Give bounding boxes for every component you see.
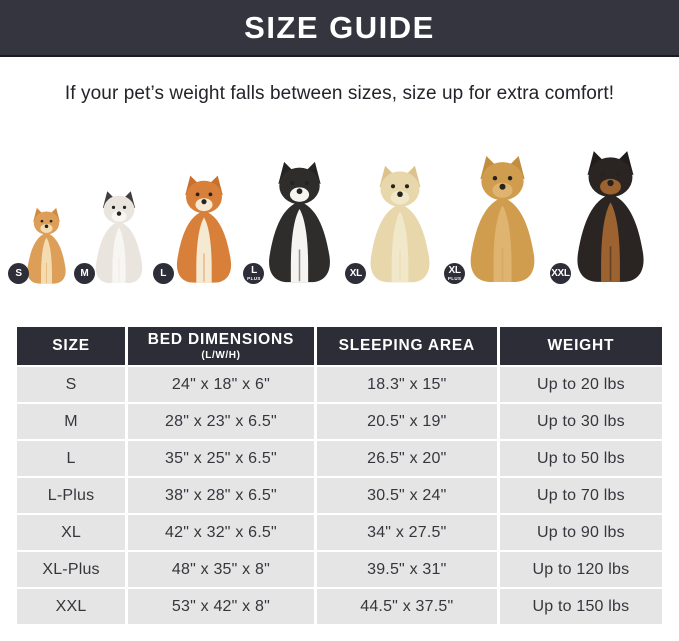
cell-weight: Up to 50 lbs — [499, 441, 662, 476]
shiba-inu-dog-image — [161, 173, 247, 286]
cell-weight: Up to 20 lbs — [499, 367, 662, 402]
cell-sleeping-area: 34" x 27.5" — [316, 515, 497, 550]
cell-weight: Up to 120 lbs — [499, 552, 662, 587]
column-label: WEIGHT — [547, 337, 615, 355]
cell-sleeping-area: 26.5" x 20" — [316, 441, 497, 476]
badge-label: XL — [349, 267, 362, 279]
cell-size: M — [17, 404, 126, 439]
cell-size: XL — [17, 515, 126, 550]
golden-retriever-dog-image — [452, 153, 553, 286]
badge-sublabel: PLUS — [447, 275, 462, 281]
title-bar: SIZE GUIDE — [0, 0, 679, 57]
cell-bed-dimensions: 42" x 32" x 6.5" — [128, 515, 314, 550]
table-row-xl-plus: XL-Plus 48" x 35" x 8" 39.5" x 31" Up to… — [17, 552, 662, 587]
cell-size: L — [17, 441, 126, 476]
table-row-xxl: XXL 53" x 42" x 8" 44.5" x 37.5" Up to 1… — [17, 589, 662, 624]
table-header-row: SIZE BED DIMENSIONS (L/W/H) SLEEPING ARE… — [17, 327, 662, 365]
cell-bed-dimensions: 35" x 25" x 6.5" — [128, 441, 314, 476]
size-badge-m: M — [73, 263, 95, 284]
cell-size: XXL — [17, 589, 126, 624]
labrador-dog-image — [353, 163, 447, 286]
badge-label: XL — [448, 264, 461, 276]
cell-bed-dimensions: 28" x 23" x 6.5" — [128, 404, 314, 439]
size-table: SIZE BED DIMENSIONS (L/W/H) SLEEPING ARE… — [14, 325, 665, 626]
dog-slot-l: L — [152, 173, 247, 286]
cell-sleeping-area: 44.5" x 37.5" — [316, 589, 497, 624]
column-header-size: SIZE — [17, 327, 126, 365]
size-table-section: SIZE BED DIMENSIONS (L/W/H) SLEEPING ARE… — [0, 298, 679, 626]
badge-label: S — [15, 267, 22, 279]
size-badge-xxl: XXL — [549, 263, 571, 284]
cell-bed-dimensions: 24" x 18" x 6" — [128, 367, 314, 402]
table-row-m: M 28" x 23" x 6.5" 20.5" x 19" Up to 30 … — [17, 404, 662, 439]
size-badge-l: L — [152, 263, 174, 284]
dog-slot-m: M — [73, 189, 156, 286]
cell-sleeping-area: 30.5" x 24" — [316, 478, 497, 513]
cell-sleeping-area: 39.5" x 31" — [316, 552, 497, 587]
badge-label: XXL — [551, 267, 570, 279]
badge-label: L — [160, 267, 167, 279]
cell-size: S — [17, 367, 126, 402]
cell-sleeping-area: 18.3" x 15" — [316, 367, 497, 402]
dog-slot-xl: XL — [345, 163, 447, 286]
column-label: SIZE — [52, 337, 90, 355]
badge-label: M — [80, 267, 89, 279]
column-label: SLEEPING AREA — [338, 337, 476, 355]
size-badge-xl: XL — [345, 263, 367, 284]
cell-weight: Up to 70 lbs — [499, 478, 662, 513]
dog-slot-s: S — [8, 206, 77, 286]
table-row-s: S 24" x 18" x 6" 18.3" x 15" Up to 20 lb… — [17, 367, 662, 402]
table-row-l: L 35" x 25" x 6.5" 26.5" x 20" Up to 50 … — [17, 441, 662, 476]
cell-weight: Up to 30 lbs — [499, 404, 662, 439]
cell-bed-dimensions: 38" x 28" x 6.5" — [128, 478, 314, 513]
cell-weight: Up to 150 lbs — [499, 589, 662, 624]
cell-bed-dimensions: 53" x 42" x 8" — [128, 589, 314, 624]
dog-slot-l-plus: L PLUS — [243, 159, 348, 286]
dog-size-lineup: S M L L PLUS XL XL P — [0, 131, 679, 298]
subtitle-section: If your pet’s weight falls between sizes… — [0, 57, 679, 131]
column-header-bed-dimensions: BED DIMENSIONS (L/W/H) — [128, 327, 314, 365]
size-badge-l-plus: L PLUS — [243, 263, 265, 284]
table-row-l-plus: L-Plus 38" x 28" x 6.5" 30.5" x 24" Up t… — [17, 478, 662, 513]
badge-label: L — [251, 264, 257, 276]
column-header-sleeping-area: SLEEPING AREA — [316, 327, 497, 365]
size-badge-xl-plus: XL PLUS — [444, 263, 466, 284]
doberman-dog-image — [558, 148, 663, 286]
cell-sleeping-area: 20.5" x 19" — [316, 404, 497, 439]
cell-bed-dimensions: 48" x 35" x 8" — [128, 552, 314, 587]
cell-weight: Up to 90 lbs — [499, 515, 662, 550]
size-badge-s: S — [8, 263, 29, 284]
dog-slot-xl-plus: XL PLUS — [444, 153, 553, 286]
table-row-xl: XL 42" x 32" x 6.5" 34" x 27.5" Up to 90… — [17, 515, 662, 550]
column-sublabel: (L/W/H) — [201, 349, 241, 361]
column-label: BED DIMENSIONS — [147, 331, 295, 349]
page-title: SIZE GUIDE — [244, 9, 435, 45]
dog-slot-xxl: XXL — [549, 148, 663, 286]
badge-sublabel: PLUS — [247, 275, 261, 281]
border-collie-dog-image — [251, 159, 348, 286]
column-header-weight: WEIGHT — [499, 327, 662, 365]
subtitle-text: If your pet’s weight falls between sizes… — [64, 83, 615, 104]
cell-size: XL-Plus — [17, 552, 126, 587]
cell-size: L-Plus — [17, 478, 126, 513]
